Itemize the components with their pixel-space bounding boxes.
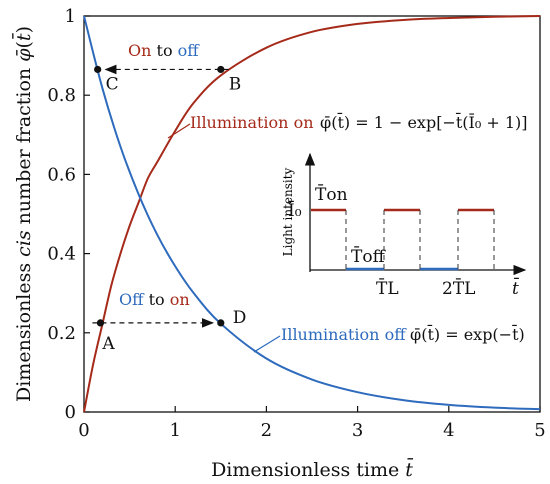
point-a-label: A [101, 334, 115, 354]
y-tick-label: 0.8 [47, 85, 76, 106]
inset-t-label: t̄ [512, 276, 519, 299]
label-off-to-on: Off to on [119, 290, 190, 309]
point-a-marker [96, 319, 105, 327]
legend-illumination-off: Illumination off [281, 325, 407, 344]
y-tick-label: 0.6 [47, 164, 76, 185]
point-c-marker [94, 65, 102, 74]
point-d-marker [217, 319, 225, 327]
x-axis-title: Dimensionless time t̄ [211, 457, 413, 481]
y-tick-label: 0 [65, 402, 76, 423]
y-axis-ticks: 0 0.2 0.4 0.6 0.8 1 [47, 6, 90, 423]
point-d-label: D [233, 308, 247, 328]
inset-i0-label: Ī₀ [288, 200, 302, 221]
x-tick-label: 4 [443, 420, 454, 441]
point-b-label: B [229, 74, 242, 94]
x-axis-ticks: 0 1 2 3 4 5 [78, 406, 546, 441]
plot-frame [83, 15, 541, 413]
point-b-marker [217, 65, 225, 74]
series-illumination-on-line [83, 15, 541, 413]
inset-tl-label: T̄L [376, 277, 399, 299]
leader-illumination-off [253, 335, 281, 353]
annotated-points: A B C D [94, 65, 247, 354]
inset-transition-dashes [345, 210, 495, 270]
inset-light-intensity: Light intensity Ī₀ T̄on T̄off T̄L 2T̄L t… [281, 152, 527, 299]
x-tick-label: 5 [534, 420, 545, 441]
series-illumination-off-line [83, 15, 541, 411]
y-tick-label: 0.4 [47, 244, 76, 265]
legend-illumination-on: Illumination on [190, 113, 314, 132]
inset-t-on-label: T̄on [315, 183, 348, 205]
x-tick-label: 2 [261, 420, 272, 441]
inset-ylabel: Light intensity [281, 167, 295, 256]
y-tick-label: 1 [65, 6, 76, 27]
equation-illumination-off: φ̄(t̄) = exp(−t̄) [410, 323, 525, 344]
x-tick-label: 3 [352, 420, 363, 441]
leader-illumination-on [167, 123, 191, 139]
x-tick-label: 0 [78, 420, 89, 441]
inset-2tl-label: 2T̄L [442, 277, 475, 299]
inset-t-off-label: T̄off [351, 245, 387, 267]
point-c-label: C [106, 74, 119, 94]
label-on-to-off: On to off [128, 41, 200, 60]
x-tick-label: 1 [169, 420, 180, 441]
y-axis-title: Dimensionless cis number fraction φ̄(t̄) [11, 26, 35, 402]
y-tick-label: 0.2 [47, 323, 76, 344]
equation-illumination-on: φ̄(t̄) = 1 − exp[−t̄(Ī₀ + 1)] [320, 111, 527, 132]
